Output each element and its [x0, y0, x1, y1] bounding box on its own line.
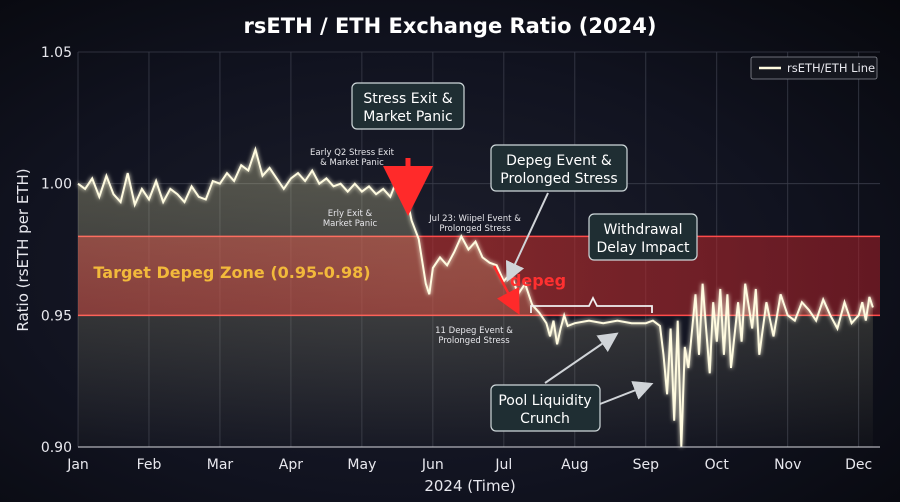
red-arrow — [492, 265, 520, 315]
y-tick-label: 1.00 — [41, 177, 72, 193]
x-tick-label: Nov — [774, 457, 801, 473]
annotation-stress-exit: Stress Exit & Market Panic — [351, 82, 465, 216]
y-axis-ticks: 0.90 0.95 1.00 1.05 — [41, 45, 72, 456]
x-axis-ticks: Jan Feb Mar Apr May Jun Jul Aug Sep Oct Nov Dec — [66, 457, 872, 473]
y-axis-label: Ratio (rsETH per ETH) — [14, 168, 32, 331]
annotation-depeg-event: Depeg Event & Prolonged Stress — [490, 144, 628, 283]
gray-arrow — [599, 381, 654, 405]
svg-text:Depeg Event &: Depeg Event & — [506, 153, 612, 169]
svg-text:Withdrawal: Withdrawal — [604, 222, 683, 238]
small-labels: Early Q2 Stress Exit & Market Panic Erly… — [310, 148, 521, 346]
svg-text:depeg: depeg — [510, 271, 566, 290]
x-tick-label: Apr — [279, 457, 303, 473]
x-axis-label: 2024 (Time) — [424, 477, 515, 495]
x-tick-label: Jan — [66, 457, 89, 473]
svg-text:Market Panic: Market Panic — [323, 219, 378, 229]
svg-text:Early Q2 Stress Exit: Early Q2 Stress Exit — [310, 148, 395, 158]
x-tick-label: Mar — [207, 457, 234, 473]
svg-text:Crunch: Crunch — [520, 411, 570, 427]
svg-text:Erly Exit &: Erly Exit & — [328, 209, 373, 219]
x-tick-label: Feb — [137, 457, 162, 473]
svg-text:Prolonged Stress: Prolonged Stress — [439, 224, 511, 234]
svg-text:Stress Exit &: Stress Exit & — [363, 91, 452, 107]
annotation-withdrawal-delay: Withdrawal Delay Impact — [530, 213, 698, 313]
svg-text:& Market Panic: & Market Panic — [320, 158, 384, 168]
y-tick-label: 0.90 — [41, 440, 72, 456]
withdrawal-bracket — [530, 295, 653, 313]
svg-text:Pool Liquidity: Pool Liquidity — [498, 393, 591, 409]
x-tick-label: Jul — [494, 457, 512, 473]
y-tick-label: 1.05 — [41, 45, 72, 61]
svg-text:Prolonged Stress: Prolonged Stress — [438, 336, 510, 346]
gray-arrow — [544, 332, 619, 384]
gray-arrow — [505, 192, 549, 283]
x-tick-label: Jun — [421, 457, 444, 473]
zone-label: Target Depeg Zone (0.95-0.98) — [93, 263, 370, 282]
x-tick-label: Dec — [845, 457, 872, 473]
svg-text:Market Panic: Market Panic — [363, 109, 452, 125]
svg-text:Jul 23: Wiipel Event &: Jul 23: Wiipel Event & — [428, 214, 521, 224]
chart-title: rsETH / ETH Exchange Ratio (2024) — [244, 14, 657, 38]
x-tick-label: May — [347, 457, 376, 473]
legend-entry: rsETH/ETH Line — [787, 61, 875, 75]
x-tick-label: Sep — [633, 457, 660, 473]
x-tick-label: Aug — [561, 457, 588, 473]
x-tick-label: Oct — [705, 457, 730, 473]
svg-text:Prolonged Stress: Prolonged Stress — [500, 171, 617, 187]
annotation-pool-liquidity: Pool Liquidity Crunch — [490, 332, 654, 432]
series-area-fill — [78, 149, 873, 447]
y-tick-label: 0.95 — [41, 308, 72, 324]
svg-text:Delay Impact: Delay Impact — [596, 240, 690, 256]
svg-text:11 Depeg Event &: 11 Depeg Event & — [435, 326, 513, 336]
annotation-depeg-red: depeg — [492, 265, 566, 315]
legend: rsETH/ETH Line — [750, 56, 878, 80]
